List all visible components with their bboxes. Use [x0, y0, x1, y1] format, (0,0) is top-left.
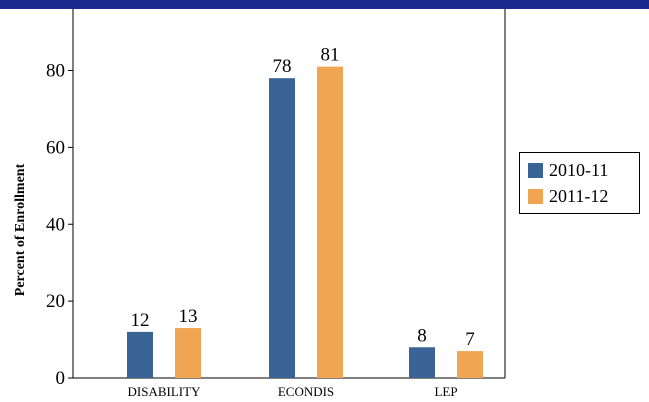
data-label-econdis-2010-11: 78: [273, 56, 292, 77]
legend-label-2011-12: 2011-12: [549, 185, 609, 206]
data-label-disability-2011-12: 13: [179, 306, 198, 327]
y-tick-label: 80: [46, 61, 65, 82]
y-tick-label: 0: [56, 368, 66, 389]
legend-item-2011-12: 2011-12: [528, 185, 608, 207]
bar-lep-2011-12: [457, 351, 483, 378]
y-axis-label: Percent of Enrollment: [13, 163, 28, 296]
legend-swatch-2011-12: [528, 188, 543, 204]
header-bar: [0, 0, 649, 9]
bar-econdis-2011-12: [317, 66, 343, 378]
bar-disability-2010-11: [127, 331, 153, 378]
category-labels: DISABILITY ECONDIS LEP: [128, 384, 458, 399]
bar-disability-2011-12: [175, 328, 201, 378]
bar-lep-2010-11: [409, 347, 435, 378]
y-tick-label: 20: [46, 291, 65, 312]
data-labels: 12 13 78 81 8 7: [131, 45, 475, 350]
y-tick-label: 40: [46, 214, 65, 235]
legend-swatch-2010-11: [528, 162, 543, 178]
bar-series: [127, 66, 483, 378]
x-category-label-econdis: ECONDIS: [278, 384, 334, 399]
y-axis-ticks: 0 20 40 60 80: [46, 61, 73, 389]
data-label-lep-2010-11: 8: [417, 325, 427, 346]
x-category-label-disability: DISABILITY: [128, 384, 202, 399]
data-label-econdis-2011-12: 81: [321, 45, 340, 66]
legend-label-2010-11: 2010-11: [549, 159, 609, 180]
data-label-lep-2011-12: 7: [465, 329, 475, 350]
y-tick-label: 60: [46, 137, 65, 158]
bar-econdis-2010-11: [269, 78, 295, 378]
x-category-label-lep: LEP: [434, 384, 457, 399]
legend: 2010-11 2011-12: [519, 152, 640, 214]
legend-item-2010-11: 2010-11: [528, 159, 608, 181]
data-label-disability-2010-11: 12: [131, 310, 150, 331]
